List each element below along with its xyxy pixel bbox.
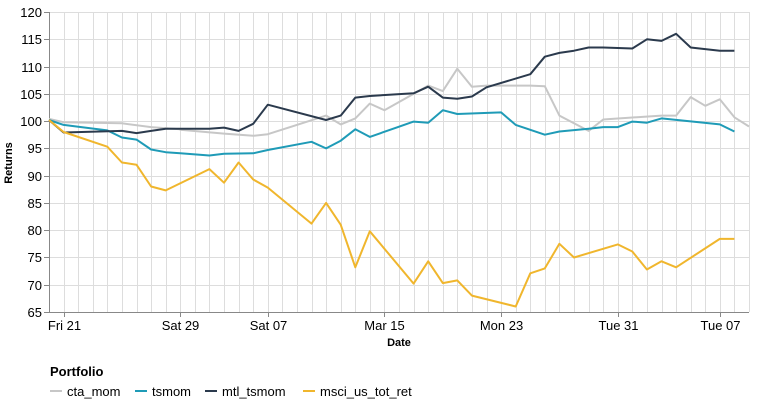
x-tick-label: Tue 07 [701, 318, 741, 333]
y-tick-label: 65 [28, 305, 42, 320]
y-tick-label: 85 [28, 196, 42, 211]
series-line-cta_mom [48, 67, 750, 137]
legend-label-cta_mom: cta_mom [67, 384, 120, 399]
y-tick-label: 75 [28, 250, 42, 265]
x-tick-label: Fri 21 [48, 318, 81, 333]
y-tick-label: 90 [28, 169, 42, 184]
y-tick-label: 110 [21, 60, 42, 75]
series-line-tsmom [48, 109, 735, 157]
legend-label-msci_us_tot_ret: msci_us_tot_ret [320, 384, 412, 399]
y-tick-label: 70 [28, 278, 42, 293]
y-tick-label: 115 [21, 32, 42, 47]
series-line-mtl_tsmom [48, 32, 735, 135]
y-tick-label: 105 [20, 87, 42, 102]
y-tick-label: 80 [28, 223, 42, 238]
x-tick-label: Mon 23 [480, 318, 523, 333]
series-line-msci_us_tot_ret [48, 119, 735, 308]
x-tick-label: Sat 07 [250, 318, 288, 333]
x-tick-label: Sat 29 [162, 318, 200, 333]
x-tick-label: Mar 15 [364, 318, 404, 333]
y-tick-label: 120 [20, 5, 42, 20]
axes: 65 70 75 80 85 90 95 100 105 110 115 120 Fri 21 Sat 2… [20, 5, 749, 333]
legend-title: Portfolio [50, 364, 103, 379]
x-axis-title: Date [387, 337, 411, 349]
x-tick-label: Tue 31 [599, 318, 639, 333]
series-lines [48, 32, 750, 308]
legend-label-mtl_tsmom: mtl_tsmom [222, 384, 286, 399]
legend-label-tsmom: tsmom [152, 384, 191, 399]
y-tick-label: 95 [28, 141, 42, 156]
legend: Portfolio cta_mom tsmom mtl_tsmom msci_us_t… [50, 364, 412, 399]
y-axis-title: Returns [3, 142, 15, 184]
y-tick-label: 100 [20, 114, 42, 129]
